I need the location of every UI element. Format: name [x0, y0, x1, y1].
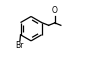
Text: Br: Br — [16, 41, 24, 50]
Text: O: O — [52, 6, 58, 15]
